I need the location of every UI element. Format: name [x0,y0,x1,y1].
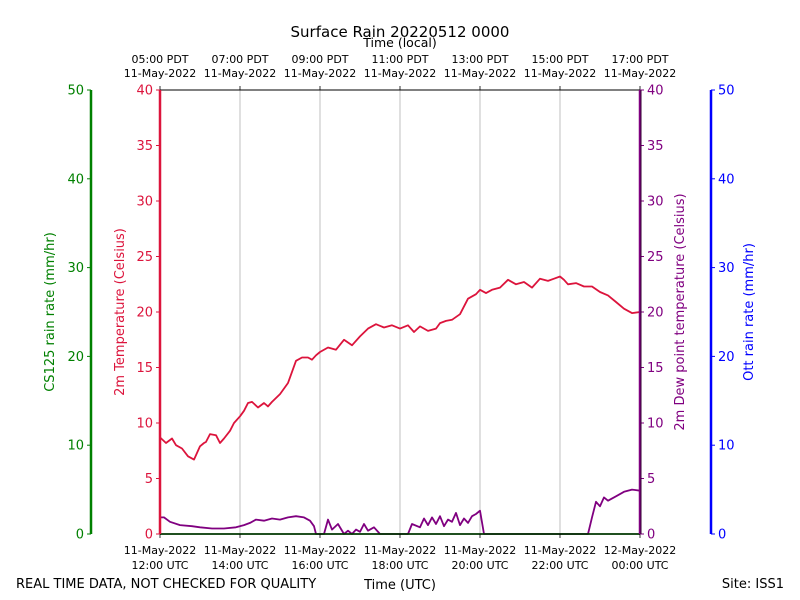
dewpoint-axis-tick-label: 20 [647,306,664,321]
ott-axis-tick-label: 30 [718,261,735,276]
temperature-axis-tick-label: 30 [136,195,153,210]
dewpoint-axis-tick-label: 25 [647,250,664,265]
dewpoint-axis-tick-label: 10 [647,417,664,432]
x-tick-date: 11-May-2022 [364,544,436,557]
cs125-axis-tick-label: 40 [67,172,84,187]
x-tick-date: 11-May-2022 [124,544,196,557]
x-tick-time: 00:00 UTC [611,559,668,572]
x-tick-time: 22:00 UTC [531,559,588,572]
temperature-axis-tick-label: 35 [136,139,153,154]
temperature-axis-tick-label: 10 [136,417,153,432]
x-tick-time: 16:00 UTC [291,559,348,572]
ott-axis-tick-label: 50 [718,84,735,99]
x-top-tick-time: 11:00 PDT [371,53,428,66]
x-top-tick-date: 11-May-2022 [364,67,436,80]
x-tick-time: 12:00 UTC [131,559,188,572]
dewpoint-axis-tick-label: 30 [647,195,664,210]
site-label: Site: ISS1 [722,577,784,592]
x-top-tick-date: 11-May-2022 [524,67,596,80]
axes-layer: 11-May-2022 12:00 UTC 11-May-2022 14:00 UTC… [67,53,734,572]
x-top-tick-date: 11-May-2022 [124,67,196,80]
x-tick-date: 11-May-2022 [204,544,276,557]
cs125-axis-tick-label: 20 [67,350,84,365]
x-top-tick-date: 11-May-2022 [444,67,516,80]
temperature-axis-tick-label: 40 [136,84,153,99]
temperature-axis-tick-label: 5 [145,472,153,487]
top-axis-label: Time (local) [362,35,436,50]
gridlines [239,90,561,534]
x-tick-time: 14:00 UTC [211,559,268,572]
x-tick-date: 11-May-2022 [284,544,356,557]
chart-title: Surface Rain 20220512 0000 [291,23,510,41]
dewpoint-axis-label: 2m Dew point temperature (Celsius) [673,193,688,430]
2m-temperature-line [159,275,641,461]
cs125-axis-tick-label: 10 [67,439,84,454]
ott-axis-tick-label: 40 [718,172,735,187]
x-top-tick-time: 17:00 PDT [611,53,668,66]
dewpoint-axis-tick-label: 0 [647,528,655,543]
x-tick-date: 11-May-2022 [444,544,516,557]
cs125-axis-tick-label: 50 [67,84,84,99]
x-top-tick-time: 09:00 PDT [291,53,348,66]
cs125-axis-tick-label: 30 [67,261,84,276]
x-top-tick-time: 05:00 PDT [131,53,188,66]
x-top-tick-date: 11-May-2022 [284,67,356,80]
x-top-tick-date: 11-May-2022 [604,67,676,80]
temperature-axis-tick-label: 15 [136,361,153,376]
x-top-tick-time: 07:00 PDT [211,53,268,66]
x-axis-label: Time (UTC) [363,578,436,593]
x-tick-time: 18:00 UTC [371,559,428,572]
ott-axis-tick-label: 0 [718,528,726,543]
dewpoint-axis-tick-label: 15 [647,361,664,376]
temperature-axis-tick-label: 25 [136,250,153,265]
ott-axis-tick-label: 10 [718,439,735,454]
x-top-tick-time: 13:00 PDT [451,53,508,66]
dewpoint-axis-tick-label: 5 [647,472,655,487]
ott-axis-tick-label: 20 [718,350,735,365]
cs125-axis-tick-label: 0 [76,528,84,543]
temperature-axis-tick-label: 20 [136,306,153,321]
x-top-tick-time: 15:00 PDT [531,53,588,66]
x-tick-time: 20:00 UTC [451,559,508,572]
dewpoint-axis-tick-label: 40 [647,84,664,99]
x-tick-date: 11-May-2022 [524,544,596,557]
cs125-axis-label: CS125 rain rate (mm/hr) [43,232,58,392]
quality-disclaimer: REAL TIME DATA, NOT CHECKED FOR QUALITY [16,577,316,592]
dewpoint-axis-tick-label: 35 [647,139,664,154]
temperature-axis-tick-label: 0 [145,528,153,543]
ott-axis-label: Ott rain rate (mm/hr) [742,243,757,381]
temperature-axis-label: 2m Temperature (Celsius) [113,228,128,396]
x-top-tick-date: 11-May-2022 [204,67,276,80]
x-tick-date: 12-May-2022 [604,544,676,557]
